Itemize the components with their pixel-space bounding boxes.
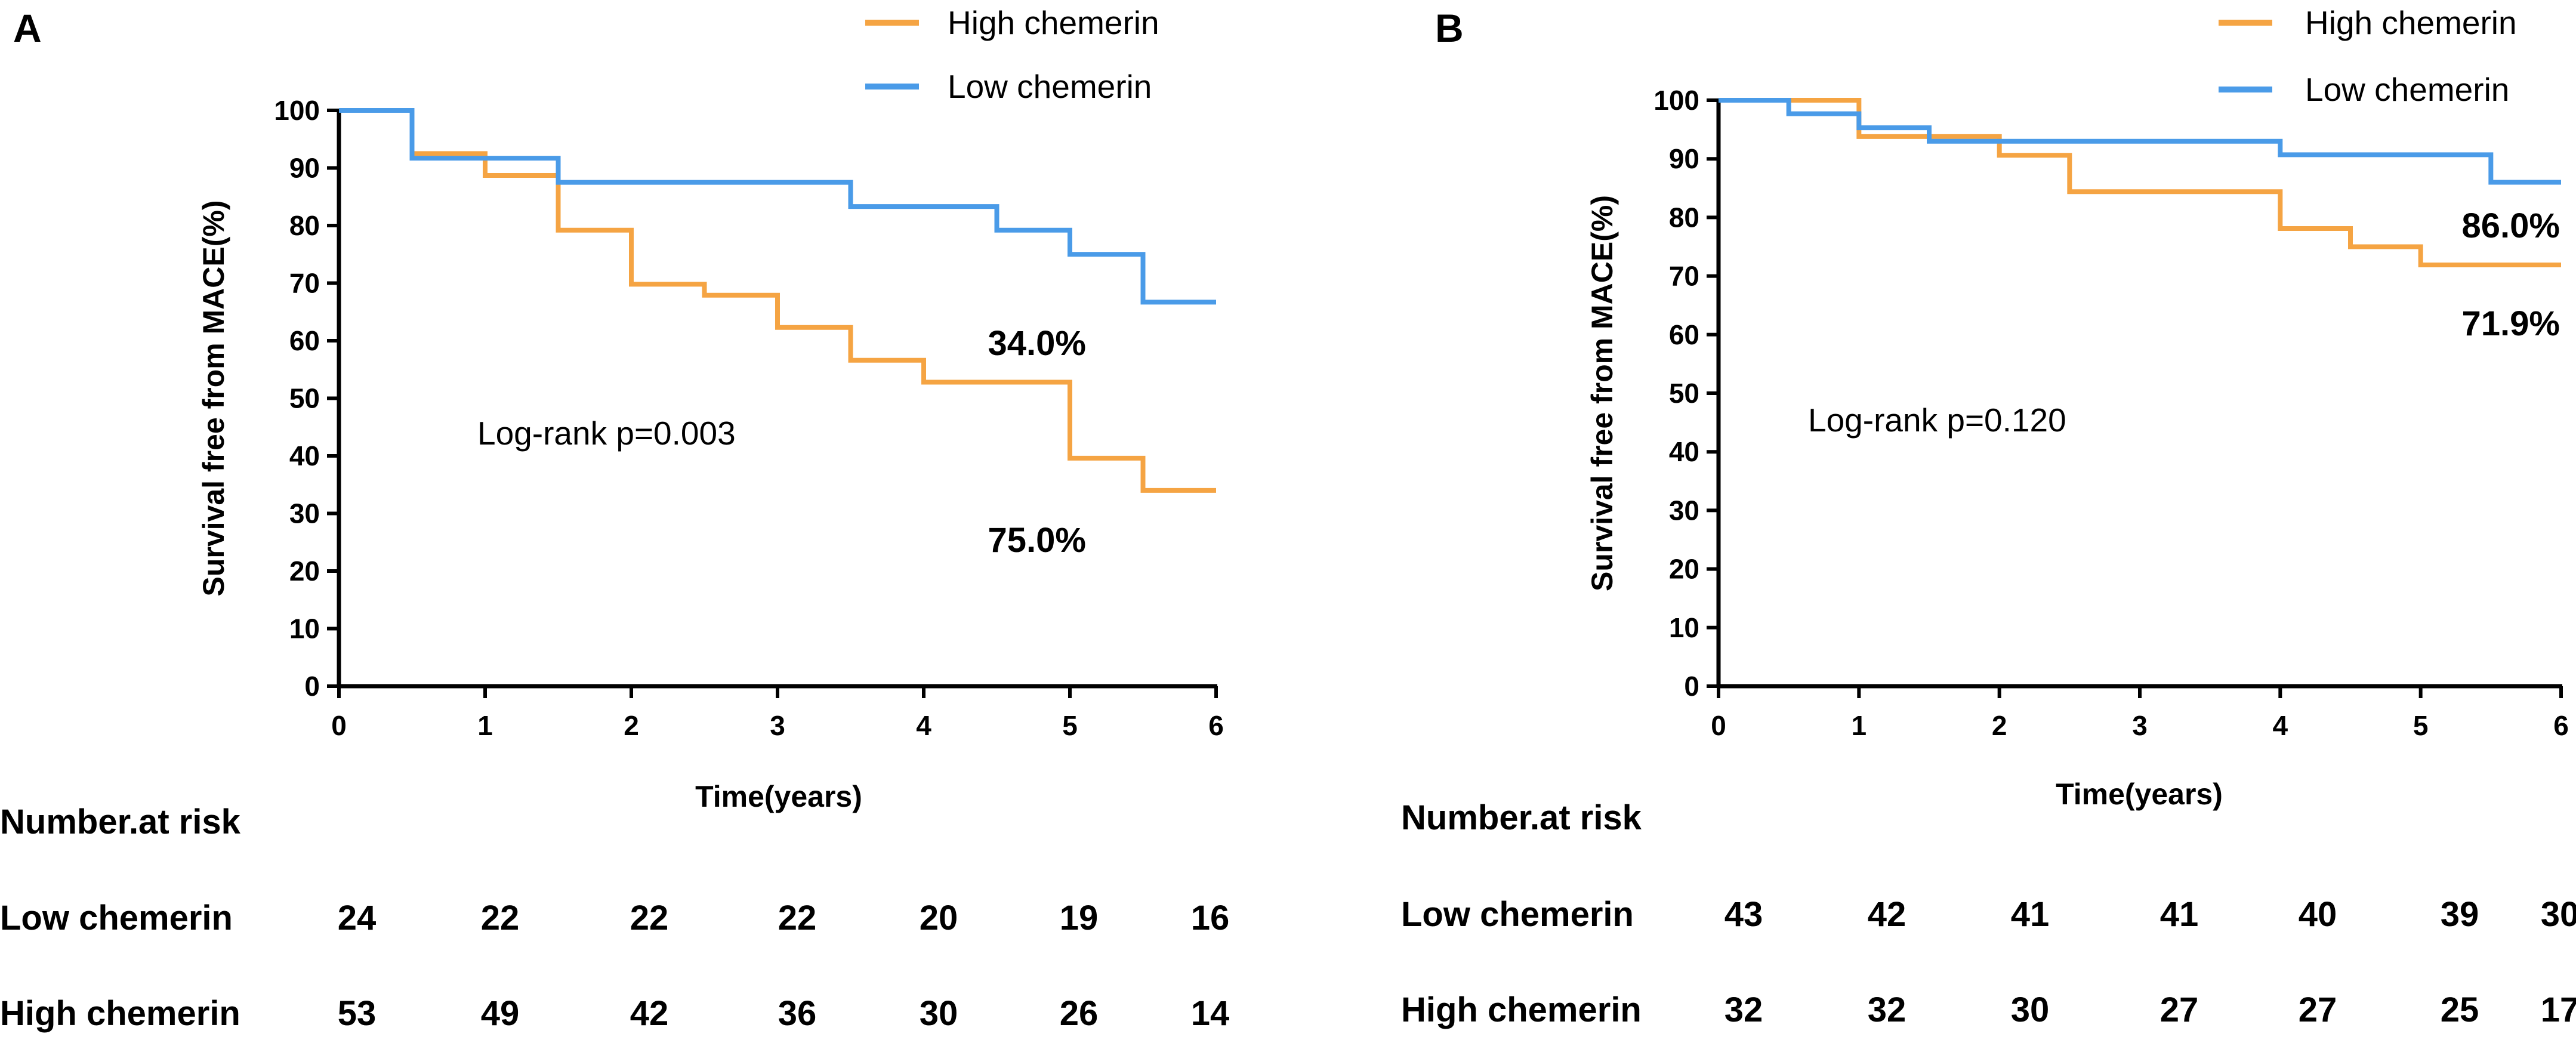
x-tick-label: 6: [2553, 710, 2569, 741]
risk-value: 41: [2160, 895, 2199, 934]
x-axis-title: Time(years): [2056, 777, 2223, 811]
x-tick-label: 5: [2413, 710, 2429, 741]
x-tick-label: 2: [1992, 710, 2007, 741]
y-tick-label: 70: [1669, 261, 1699, 292]
series-line-low-chemerin: [1719, 98, 2561, 185]
y-tick-label: 10: [289, 613, 320, 644]
risk-value: 22: [630, 899, 669, 937]
legend-label: Low chemerin: [948, 68, 1152, 105]
risk-value: 27: [2299, 990, 2337, 1029]
panel-b: B 0 10 20 30 40 50 60 70 80 90 100 0 1 2 3 4 5 6 Survival f…: [1401, 4, 2576, 1029]
y-tick-label: 90: [1669, 143, 1699, 174]
risk-row-label: High chemerin: [1401, 990, 1642, 1029]
y-tick-label: 100: [274, 95, 320, 126]
y-tick-label: 20: [1669, 554, 1699, 585]
y-tick-label: 30: [1669, 495, 1699, 526]
y-axis-title: Survival free from MACE(%): [197, 200, 230, 596]
risk-row-label: Low chemerin: [1401, 895, 1634, 934]
risk-value: 19: [1060, 899, 1099, 937]
x-tick-label: 0: [331, 710, 347, 741]
risk-row-label: High chemerin: [0, 994, 240, 1033]
risk-value: 16: [1191, 899, 1230, 937]
legend-label: Low chemerin: [2305, 71, 2509, 108]
risk-row-label: Low chemerin: [0, 899, 233, 937]
risk-value: 36: [778, 994, 817, 1033]
end-value-label: 34.0%: [988, 324, 1086, 363]
panel-a: A 0 10 20 30 40 50 60 70 80 90 100 0 1 2 3 4 5 6 Survival f…: [0, 4, 1229, 1033]
y-tick-label: 0: [1684, 671, 1699, 702]
risk-value: 22: [778, 899, 817, 937]
x-tick-label: 1: [1852, 710, 1867, 741]
x-tick-label: 3: [770, 710, 785, 741]
y-tick-label: 20: [289, 556, 320, 587]
risk-value: 49: [481, 994, 520, 1033]
x-tick-label: 4: [916, 710, 931, 741]
y-tick-label: 100: [1653, 85, 1699, 116]
risk-value: 17: [2541, 990, 2576, 1029]
y-tick-label: 30: [289, 498, 320, 529]
risk-value: 42: [630, 994, 669, 1033]
risk-value: 30: [920, 994, 958, 1033]
logrank-annotation: Log-rank p=0.120: [1808, 402, 2066, 439]
series-line-high-chemerin: [339, 108, 1216, 493]
x-tick-label: 3: [2132, 710, 2148, 741]
series-line-high-chemerin: [1719, 98, 2561, 267]
y-tick-label: 10: [1669, 612, 1699, 643]
legend-label: High chemerin: [948, 4, 1159, 41]
legend-label: High chemerin: [2305, 4, 2517, 41]
x-axis-title: Time(years): [695, 780, 862, 813]
x-tick-label: 5: [1062, 710, 1078, 741]
y-tick-label: 80: [1669, 202, 1699, 233]
y-axis-title: Survival free from MACE(%): [1585, 195, 1619, 591]
x-tick-label: 0: [1711, 710, 1726, 741]
risk-value: 42: [1868, 895, 1906, 934]
risk-value: 26: [1060, 994, 1099, 1033]
series-line-low-chemerin: [339, 108, 1216, 305]
risk-value: 14: [1191, 994, 1230, 1033]
risk-value: 27: [2160, 990, 2199, 1029]
risk-value: 30: [2011, 990, 2050, 1029]
end-value-label: 75.0%: [988, 521, 1086, 560]
risk-value: 40: [2299, 895, 2337, 934]
risk-value: 20: [920, 899, 958, 937]
end-value-label: 86.0%: [2462, 206, 2560, 245]
y-tick-label: 60: [289, 325, 320, 356]
risk-table-title: Number.at risk: [1401, 798, 1642, 837]
panel-letter: A: [13, 6, 42, 50]
risk-value: 32: [1724, 990, 1763, 1029]
risk-value: 53: [338, 994, 377, 1033]
x-tick-label: 4: [2273, 710, 2288, 741]
panel-letter: B: [1435, 6, 1464, 50]
y-tick-label: 0: [304, 671, 320, 702]
y-tick-label: 70: [289, 268, 320, 299]
y-tick-label: 40: [1669, 436, 1699, 467]
risk-value: 32: [1868, 990, 1906, 1029]
y-tick-label: 60: [1669, 319, 1699, 350]
risk-value: 30: [2541, 895, 2576, 934]
risk-value: 43: [1724, 895, 1763, 934]
risk-value: 39: [2441, 895, 2479, 934]
end-value-label: 71.9%: [2462, 304, 2560, 343]
logrank-annotation: Log-rank p=0.003: [477, 415, 736, 452]
y-tick-label: 80: [289, 210, 320, 241]
x-tick-label: 1: [477, 710, 493, 741]
y-tick-label: 50: [289, 383, 320, 414]
risk-value: 25: [2441, 990, 2479, 1029]
risk-value: 24: [338, 899, 377, 937]
risk-value: 22: [481, 899, 520, 937]
y-tick-label: 90: [289, 153, 320, 184]
x-tick-label: 2: [624, 710, 639, 741]
x-tick-label: 6: [1208, 710, 1224, 741]
risk-value: 41: [2011, 895, 2050, 934]
risk-table-title: Number.at risk: [0, 803, 241, 841]
y-tick-label: 40: [289, 440, 320, 471]
y-tick-label: 50: [1669, 378, 1699, 409]
